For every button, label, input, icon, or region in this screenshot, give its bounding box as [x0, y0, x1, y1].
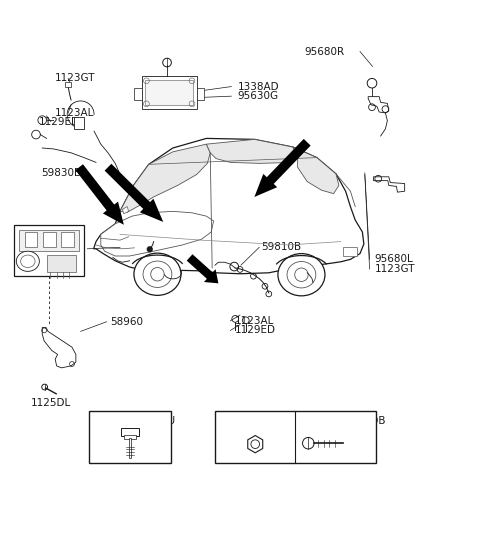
Polygon shape	[187, 254, 218, 284]
Ellipse shape	[21, 255, 35, 267]
Text: 1123GT: 1123GT	[374, 264, 415, 274]
Bar	[134, 88, 142, 100]
Bar	[61, 233, 74, 247]
Text: 1129ED: 1129ED	[38, 117, 79, 126]
Text: 1338AD: 1338AD	[238, 81, 279, 92]
Text: 95680R: 95680R	[305, 47, 345, 56]
Text: 1130DB: 1130DB	[345, 415, 386, 426]
Bar	[43, 233, 56, 247]
Text: 95630G: 95630G	[238, 91, 279, 101]
Bar	[74, 117, 84, 129]
Ellipse shape	[278, 254, 325, 296]
Polygon shape	[248, 436, 263, 453]
Text: 1123GU: 1123GU	[133, 415, 176, 426]
Polygon shape	[120, 144, 210, 212]
Text: 1339CD: 1339CD	[236, 416, 275, 426]
Bar	[142, 76, 197, 109]
Text: 1130DB: 1130DB	[316, 416, 355, 426]
Polygon shape	[206, 139, 298, 163]
Text: 1123AL: 1123AL	[235, 316, 275, 326]
Bar	[14, 225, 84, 276]
Ellipse shape	[287, 262, 316, 288]
Bar	[145, 80, 193, 105]
Bar	[65, 82, 71, 86]
Bar	[121, 428, 139, 436]
Polygon shape	[368, 96, 389, 113]
Bar	[89, 411, 171, 463]
Text: 95680L: 95680L	[374, 255, 413, 264]
Bar	[25, 233, 37, 247]
Bar	[215, 411, 376, 463]
Text: 58920: 58920	[127, 242, 160, 252]
Polygon shape	[122, 206, 129, 214]
Ellipse shape	[16, 251, 39, 271]
Bar	[47, 255, 76, 272]
Text: 59810B: 59810B	[262, 242, 302, 252]
Polygon shape	[42, 327, 76, 368]
Text: 1123GT: 1123GT	[55, 73, 96, 84]
Ellipse shape	[134, 253, 181, 295]
Polygon shape	[101, 211, 214, 256]
Polygon shape	[373, 177, 405, 192]
Bar	[124, 435, 136, 440]
Ellipse shape	[143, 261, 172, 287]
Polygon shape	[293, 147, 339, 193]
Text: 1125DL: 1125DL	[31, 398, 72, 408]
Circle shape	[147, 247, 152, 252]
Text: 1129ED: 1129ED	[235, 325, 276, 336]
Bar	[343, 247, 357, 256]
Text: 1123GU: 1123GU	[127, 416, 167, 426]
Text: 1339CD: 1339CD	[263, 415, 305, 426]
Polygon shape	[94, 138, 364, 274]
Circle shape	[151, 267, 164, 281]
Polygon shape	[75, 164, 124, 225]
Text: 1123AL: 1123AL	[55, 108, 95, 118]
Text: 58960: 58960	[110, 317, 144, 327]
Bar	[19, 229, 79, 251]
Bar	[197, 88, 204, 100]
Circle shape	[295, 268, 308, 281]
Polygon shape	[105, 164, 163, 222]
Polygon shape	[254, 139, 311, 197]
Text: 59830B: 59830B	[41, 168, 81, 178]
